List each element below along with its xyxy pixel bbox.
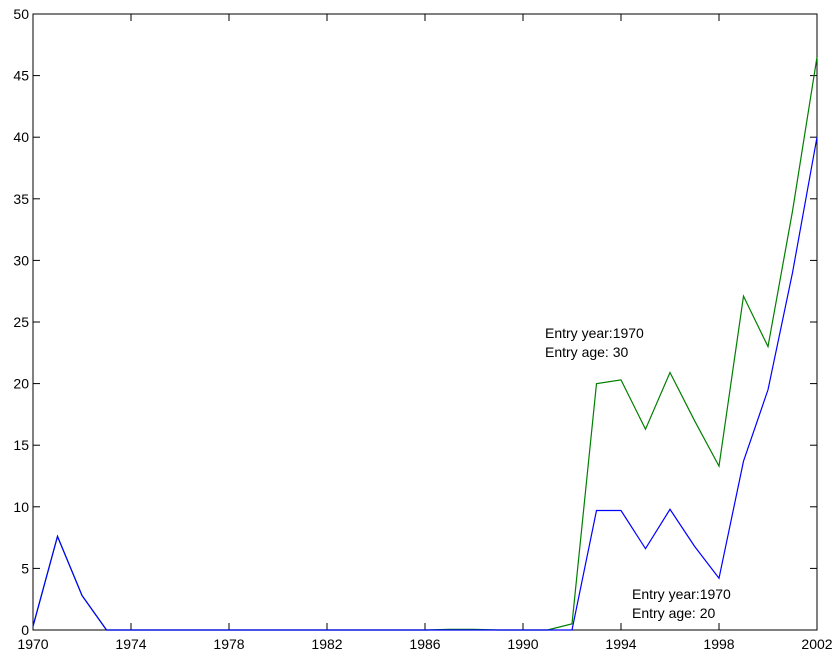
y-tick-label: 5: [21, 560, 29, 576]
annotation: Entry year:1970: [545, 325, 644, 341]
x-tick-label: 2002: [801, 636, 832, 652]
y-tick-label: 35: [13, 191, 29, 207]
plot-frame: [32, 13, 818, 631]
y-tick-label: 10: [13, 499, 29, 515]
x-tick-label: 1970: [17, 636, 48, 652]
x-tick-label: 1986: [409, 636, 440, 652]
y-tick-label: 40: [13, 129, 29, 145]
y-tick-label: 20: [13, 376, 29, 392]
data-line: [32, 57, 818, 631]
data-line: [32, 137, 818, 631]
annotation: Entry year:1970: [632, 586, 731, 602]
y-tick-label: 50: [13, 6, 29, 22]
y-tick-label: 25: [13, 314, 29, 330]
annotation: Entry age: 30: [545, 344, 628, 360]
x-tick-label: 1974: [115, 636, 146, 652]
x-tick-label: 1990: [507, 636, 538, 652]
y-tick-label: 15: [13, 437, 29, 453]
y-tick-label: 0: [21, 622, 29, 638]
x-tick-label: 1978: [213, 636, 244, 652]
x-tick-label: 1998: [703, 636, 734, 652]
y-tick-label: 45: [13, 68, 29, 84]
annotation: Entry age: 20: [632, 605, 715, 621]
y-tick-label: 30: [13, 252, 29, 268]
x-tick-label: 1994: [605, 636, 636, 652]
x-tick-label: 1982: [311, 636, 342, 652]
